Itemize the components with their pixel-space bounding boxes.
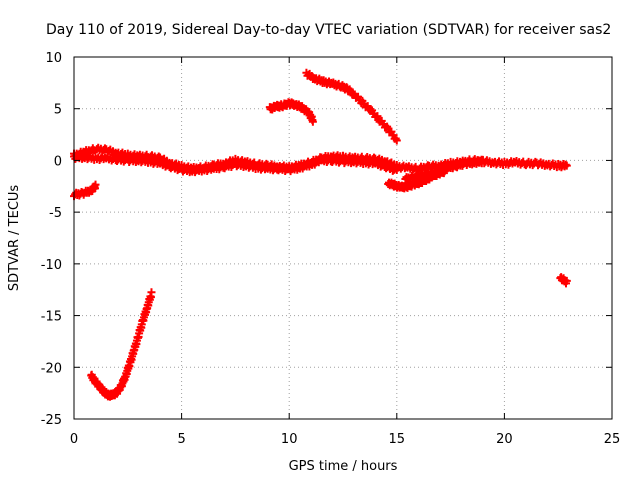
y-tick-label: -10 [41,258,62,273]
data-series [70,151,401,177]
chart-title: Day 110 of 2019, Sidereal Day-to-day VTE… [46,22,611,38]
data-series [87,288,156,401]
x-tick-label: 15 [389,432,406,447]
y-tick-label: -20 [41,361,62,376]
data-point [392,136,401,145]
x-axis-ticks: 0 5 10 15 20 25 [70,57,620,447]
x-tick-label: 0 [70,432,78,447]
data-series [302,68,401,145]
x-axis-label: GPS time / hours [289,459,398,474]
x-tick-label: 25 [604,432,621,447]
x-tick-label: 20 [496,432,513,447]
y-axis-ticks: -25 -20 -15 -10 -5 0 5 10 [41,51,612,428]
y-tick-label: 0 [54,154,62,169]
data-point [478,155,487,164]
y-tick-label: -5 [49,206,62,221]
data-point [147,288,156,297]
data-point [392,165,401,174]
plot-frame [73,56,613,420]
y-tick-label: -15 [41,310,62,325]
data-point [91,180,100,189]
data-point [442,165,451,174]
data-series [556,273,571,288]
y-axis-label: SDTVAR / TECUs [7,185,22,292]
data-series [70,180,100,201]
grid [74,57,612,419]
data-point [562,161,571,170]
y-tick-label: 5 [54,103,62,118]
data-series [384,165,451,193]
x-tick-label: 5 [177,432,185,447]
data-series [265,98,317,126]
series-layer [70,68,571,401]
data-point [562,276,571,285]
y-tick-label: -25 [41,413,62,428]
y-tick-label: 10 [45,51,62,66]
data-point [308,117,317,126]
data-point [391,164,400,173]
x-tick-label: 10 [281,432,298,447]
